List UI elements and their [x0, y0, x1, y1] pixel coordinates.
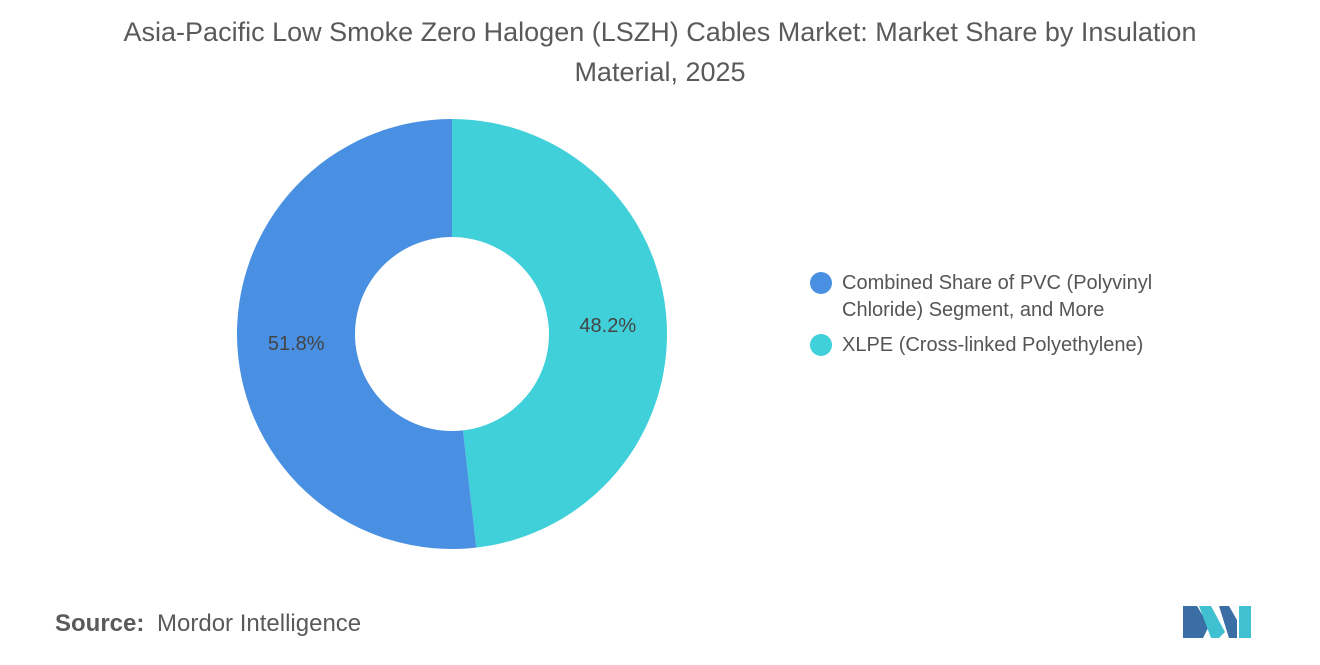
legend-swatch-xlpe — [810, 334, 832, 356]
chart-legend: Combined Share of PVC (Polyvinyl Chlorid… — [810, 270, 1230, 367]
slice-xlpe[interactable] — [452, 119, 667, 548]
source-text: Mordor Intelligence — [157, 610, 362, 637]
legend-item-xlpe[interactable]: XLPE (Cross-linked Polyethylene) — [810, 332, 1230, 359]
legend-swatch-pvc — [810, 272, 832, 294]
slice-label-pvc: 51.8% — [268, 333, 325, 355]
slice-label-xlpe: 48.2% — [579, 315, 636, 337]
donut-chart: 48.2% 51.8% — [236, 119, 667, 549]
chart-title: Asia-Pacific Low Smoke Zero Halogen (LSZ… — [123, 17, 1197, 87]
legend-label-pvc: Combined Share of PVC (Polyvinyl Chlorid… — [842, 272, 1153, 321]
legend-item-pvc[interactable]: Combined Share of PVC (Polyvinyl Chlorid… — [810, 270, 1230, 324]
source-note: Source: Mordor Intelligence — [55, 610, 361, 638]
legend-label-xlpe: XLPE (Cross-linked Polyethylene) — [842, 334, 1144, 356]
source-label: Source: — [55, 610, 145, 637]
slice-pvc[interactable] — [236, 119, 477, 549]
mordor-intelligence-logo-icon — [1183, 606, 1251, 638]
